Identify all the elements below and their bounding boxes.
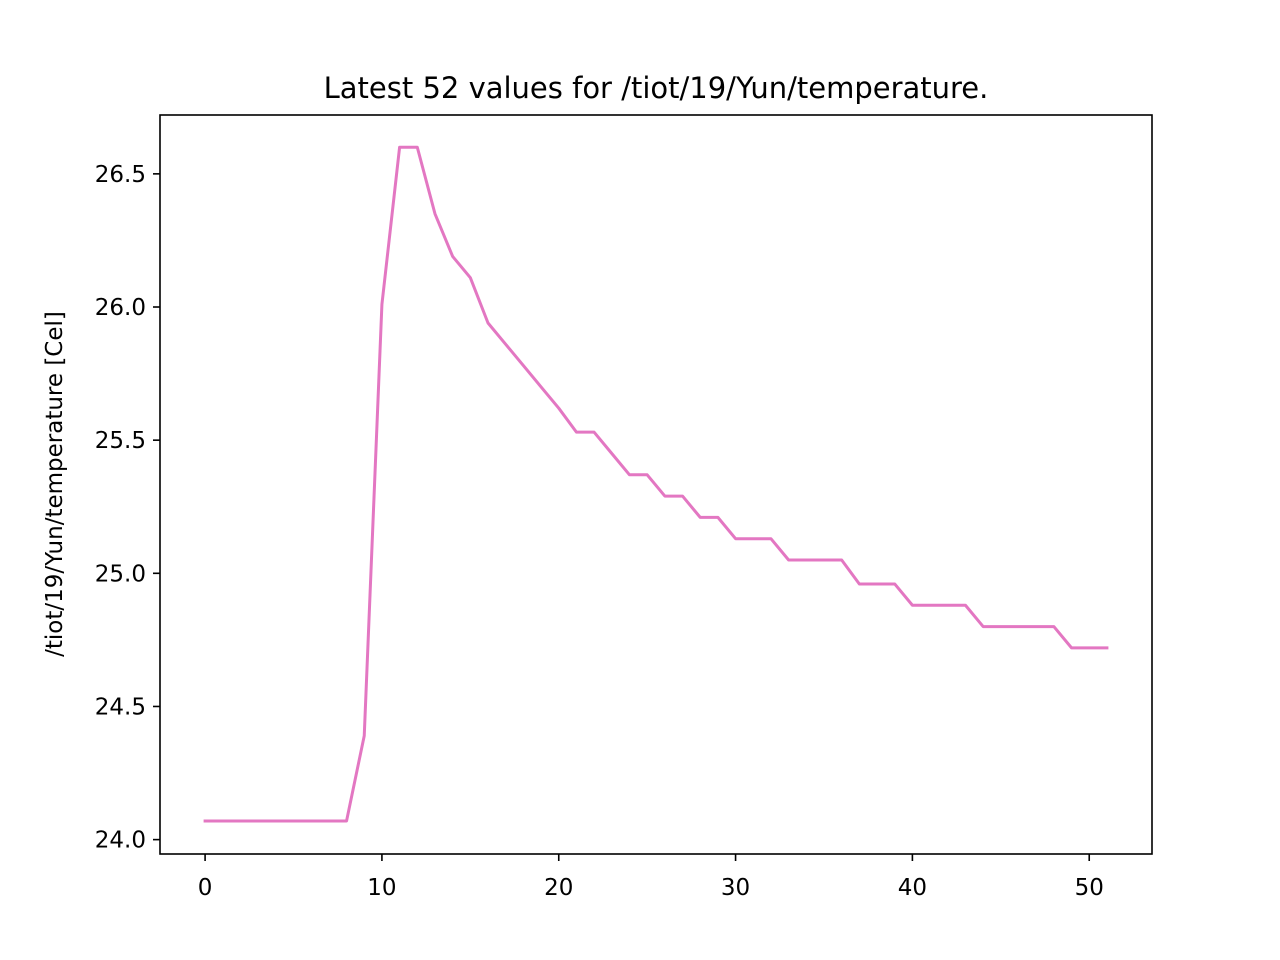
plot-frame [159,114,1153,855]
x-tick-label: 20 [544,875,573,901]
x-tick-label: 10 [367,875,396,901]
x-tick-label: 50 [1075,875,1104,901]
y-tick-label: 25.0 [95,561,146,587]
ticks: 0 10 20 30 40 50 24.0 24.5 25.0 25.5 26.0 26.5 [95,162,1104,901]
y-tick-label: 26.0 [95,295,146,321]
series-group [203,145,1109,823]
y-tick-label: 24.0 [95,828,146,854]
y-tick-label: 25.5 [95,428,146,454]
y-tick-label: 26.5 [95,162,146,188]
y-axis-label: /tiot/19/Yun/temperature [Cel] [42,311,68,657]
x-tick-label: 40 [898,875,927,901]
x-tick-label: 0 [198,875,213,901]
x-tick-label: 30 [721,875,750,901]
y-tick-label: 24.5 [95,694,146,720]
series-line [203,145,1109,823]
chart-title: Latest 52 values for /tiot/19/Yun/temper… [324,71,989,105]
